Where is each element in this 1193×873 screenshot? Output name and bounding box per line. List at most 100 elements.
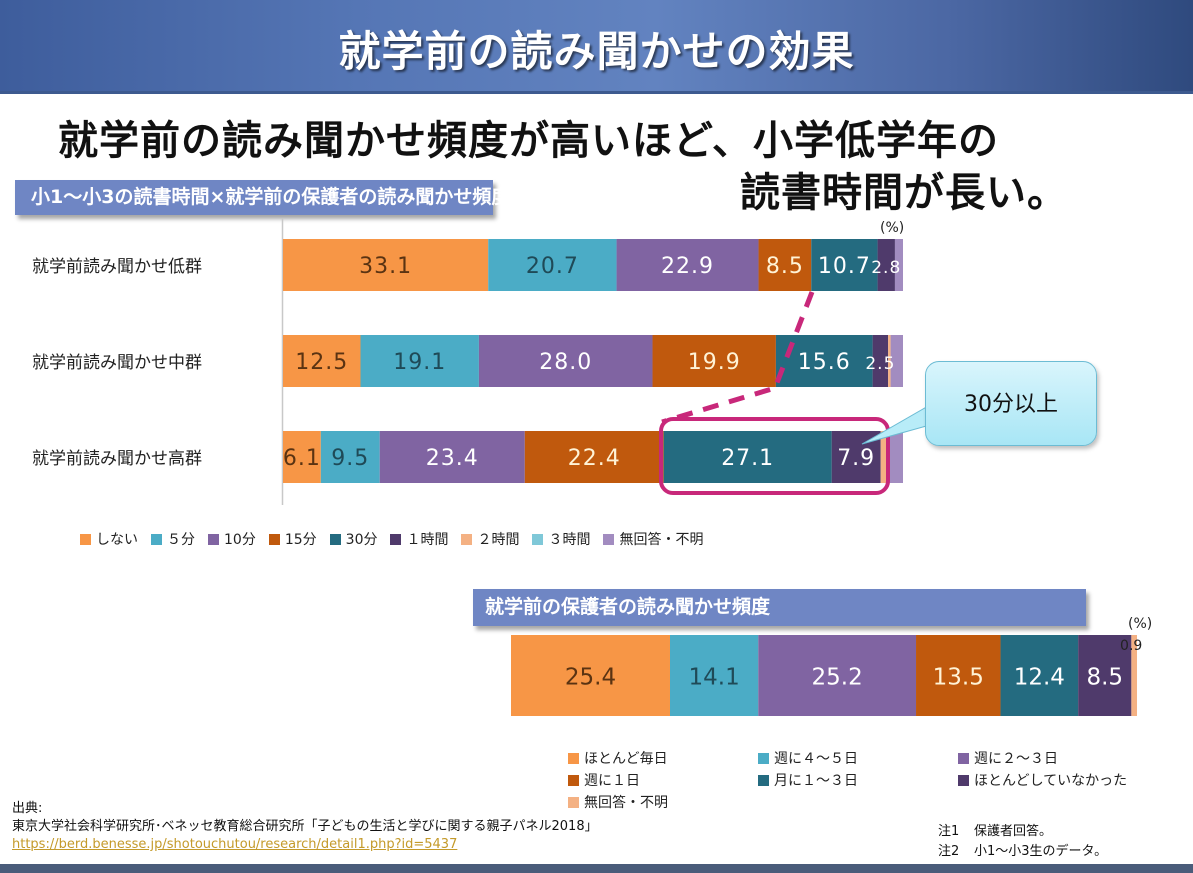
legend-label: ３時間 <box>548 532 591 548</box>
legend-swatch <box>532 534 544 545</box>
chart1-bar-segment <box>283 431 321 483</box>
chart1-bar-segment <box>488 239 617 291</box>
chart1-legend: しない ５分 10分 15分 30分 １時間 ２時間 ３時間 無回答・不明 <box>80 529 716 549</box>
headline-line1: 就学前の読み聞かせ頻度が高いほど、小学低学年の <box>58 118 999 164</box>
chart2-legend: ほとんど毎日 週に４～５日 週に２～３日週に１日 月に１～３日 ほとんどしていなかった無… <box>568 748 1158 812</box>
chart1-bar-segment <box>478 335 653 387</box>
legend-swatch <box>268 534 280 545</box>
chart1-bar-segment <box>379 431 525 483</box>
chart1-legend-item: 15分 <box>268 529 317 549</box>
legend-label: ほとんど毎日 <box>584 751 668 767</box>
legend-swatch <box>958 775 969 786</box>
legend-swatch <box>390 534 402 545</box>
chart1-bar-segment <box>758 239 812 291</box>
legend-swatch <box>568 775 579 786</box>
chart2-legend-item: 週に２～３日 <box>958 748 1158 768</box>
chart1-legend-item: 30分 <box>329 529 378 549</box>
chart1-legend-item: ３時間 <box>532 529 590 549</box>
note-1: 注1 保護者回答。 <box>938 822 1107 842</box>
chart1-data-label: 6.1 <box>283 446 321 471</box>
chart1-data-label: 9.5 <box>331 446 369 471</box>
notes: 注1 保護者回答。 注2 小1～小3生のデータ。 <box>938 822 1107 862</box>
chart1-bar-segment <box>524 431 664 483</box>
headline-line2: 読書時間が長い。 <box>740 170 1068 216</box>
chart2-legend-item: 週に４～５日 <box>758 748 958 768</box>
legend-swatch <box>329 534 341 545</box>
legend-label: ほとんどしていなかった <box>974 773 1128 789</box>
chart1-data-label: 23.4 <box>426 446 479 471</box>
legend-swatch <box>568 797 579 808</box>
chart1-bar-segment <box>811 239 878 291</box>
chart1-bar-segment <box>320 431 380 483</box>
chart1-bar-segment <box>880 431 889 483</box>
legend-label: 30分 <box>345 532 378 548</box>
legend-swatch <box>958 753 969 764</box>
legend-label: しない <box>96 532 138 548</box>
legend-label: ２時間 <box>477 532 520 548</box>
note-1-text: 保護者回答。 <box>974 824 1053 839</box>
chart2-legend-item: ほとんどしていなかった <box>958 770 1158 790</box>
chart1-bar-segment <box>663 431 832 483</box>
chart1-bar-segment <box>890 335 903 387</box>
chart1-bar-segment <box>616 239 759 291</box>
chart1-title: 小1～小3の読書時間×就学前の保護者の読み聞かせ頻度 <box>15 180 510 215</box>
chart2-legend-item: 週に１日 <box>568 770 758 790</box>
legend-swatch <box>758 753 769 764</box>
note-2-key: 注2 <box>938 844 960 859</box>
legend-label: ５分 <box>167 532 195 548</box>
note-1-key: 注1 <box>938 824 960 839</box>
chart1-legend-item: 無回答・不明 <box>603 529 703 549</box>
source-citation: 出典: 東京大学社会科学研究所･ベネッセ教育総合研究所「子どもの生活と学びに関す… <box>12 800 598 854</box>
callout-30min-plus: 30分以上 <box>925 361 1097 446</box>
chart1-data-label: 33.1 <box>359 254 412 279</box>
chart1-data-label: 27.1 <box>721 446 774 471</box>
chart1-bar-segment <box>283 335 361 387</box>
legend-swatch <box>151 534 162 545</box>
chart1-category-label: 就学前読み聞かせ中群 <box>32 353 202 373</box>
chart1-data-label: 2.8 <box>871 258 901 278</box>
legend-swatch <box>461 534 473 545</box>
legend-label: 無回答・不明 <box>584 795 668 811</box>
chart1-bar-segment <box>360 335 479 387</box>
legend-label: 無回答・不明 <box>619 532 704 548</box>
legend-label: 週に４～５日 <box>774 751 858 767</box>
chart1-data-label: 19.1 <box>393 350 446 375</box>
chart1-category-label: 就学前読み聞かせ低群 <box>32 257 202 277</box>
source-text: 東京大学社会科学研究所･ベネッセ教育総合研究所「子どもの生活と学びに関する親子パ… <box>12 819 598 834</box>
legend-label: 15分 <box>284 532 317 548</box>
chart1-data-label: 12.5 <box>295 350 348 375</box>
chart1-bar-segment <box>872 335 889 387</box>
chart1-legend-item: ５分 <box>151 529 195 549</box>
chart1-data-label: 19.9 <box>688 350 741 375</box>
chart1-data-label: 28.0 <box>539 350 592 375</box>
chart1-bar-segment <box>877 239 895 291</box>
chart1-data-label: 22.4 <box>568 446 621 471</box>
chart2-legend-item: 月に１～３日 <box>758 770 958 790</box>
legend-swatch <box>568 753 579 764</box>
legend-label: 週に２～３日 <box>974 751 1058 767</box>
legend-swatch <box>758 775 769 786</box>
chart2-legend-item: ほとんど毎日 <box>568 748 758 768</box>
chart1-unit-label: (%) <box>880 220 904 236</box>
chart1-data-label: 2.5 <box>865 354 895 374</box>
note-2: 注2 小1～小3生のデータ。 <box>938 842 1107 862</box>
chart1-legend-item: 10分 <box>208 529 256 549</box>
header-band <box>0 0 1193 94</box>
legend-label: 週に１日 <box>584 773 640 789</box>
chart1-bar-segment <box>888 335 891 387</box>
chart1-bar-segment <box>652 335 776 387</box>
source-label: 出典: <box>12 801 43 816</box>
chart2-title: 就学前の保護者の読み聞かせ頻度 <box>473 589 1086 626</box>
highlight-box-30min-plus <box>659 417 890 495</box>
chart1-bar-segment <box>283 239 489 291</box>
legend-label: 10分 <box>224 532 256 548</box>
chart1-legend-item: １時間 <box>390 529 448 549</box>
source-link[interactable]: https://berd.benesse.jp/shotouchutou/res… <box>12 837 458 852</box>
chart1-legend-item: ２時間 <box>461 529 519 549</box>
chart1-data-label: 22.9 <box>661 254 714 279</box>
chart2-legend-item: 無回答・不明 <box>568 792 758 812</box>
chart1-data-label: 8.5 <box>766 254 804 279</box>
chart1-data-label: 20.7 <box>526 254 579 279</box>
legend-swatch <box>80 534 91 545</box>
